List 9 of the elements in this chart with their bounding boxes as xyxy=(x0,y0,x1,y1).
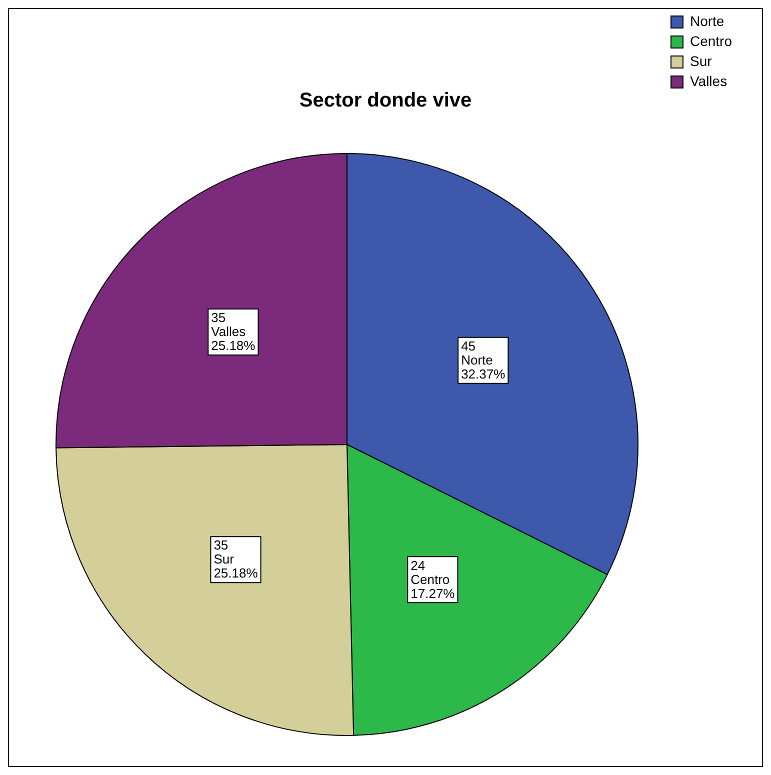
data-label: 35 Valles 25.18% xyxy=(211,310,256,354)
legend-label: Norte xyxy=(690,12,724,29)
text: Sector donde vive xyxy=(299,90,472,112)
data-label: 35 Sur 25.18% xyxy=(214,538,258,581)
data-label: 45 Norte 32.37% xyxy=(461,338,506,382)
data-label: 24 Centro 17.27% xyxy=(410,558,456,601)
legend-label: Centro xyxy=(690,32,732,49)
legend-label: Sur xyxy=(690,52,712,69)
legend-label: Valles xyxy=(690,72,728,89)
